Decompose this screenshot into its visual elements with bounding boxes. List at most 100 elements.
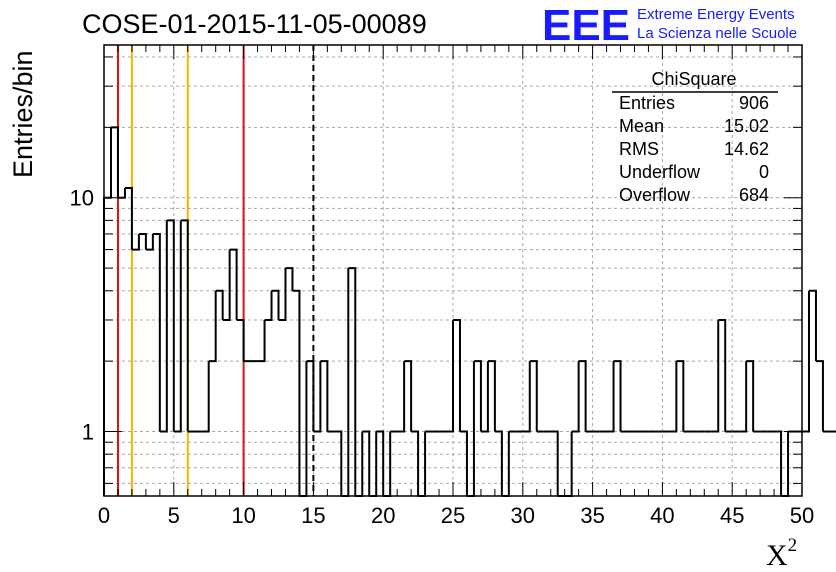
- histogram-bin: [180, 219, 189, 432]
- histogram-bin: [292, 289, 301, 496]
- histogram-bin: [711, 319, 720, 433]
- x-axis-label-superscript: 2: [788, 535, 798, 556]
- histogram-bin: [453, 318, 461, 432]
- histogram-bin: [117, 188, 126, 199]
- histogram-bin: [138, 232, 147, 250]
- histogram-bin: [320, 360, 329, 432]
- histogram-bin: [278, 268, 287, 321]
- y-tick-label: 1: [82, 420, 94, 445]
- histogram-bin: [131, 233, 140, 251]
- histogram-bin: [571, 361, 580, 433]
- histogram-bin: [669, 361, 678, 433]
- histogram-bin: [208, 290, 217, 363]
- histogram-bin: [781, 431, 790, 497]
- histogram-bin: [550, 430, 559, 496]
- histogram-bin: [236, 318, 245, 362]
- histogram-bin: [473, 360, 482, 432]
- stats-row-label: Underflow: [619, 162, 701, 182]
- histogram-bin: [348, 267, 357, 496]
- histogram-bin: [459, 430, 468, 496]
- histogram-bin: [362, 430, 371, 496]
- histogram-bin: [466, 361, 475, 497]
- histogram-bin: [334, 430, 343, 496]
- histogram-bin: [676, 360, 685, 432]
- histogram-bin: [411, 430, 420, 496]
- histogram-bin: [480, 361, 489, 433]
- histogram-bin: [299, 361, 308, 497]
- x-tick-label: 25: [441, 503, 465, 528]
- stats-rows: Entries 906 Mean 15.02 RMS 14.62 Underflow 0 Ove…: [619, 93, 769, 205]
- axes-frame: [103, 44, 803, 497]
- stats-row-label: RMS: [619, 139, 659, 159]
- chart-title: COSE-01-2015-11-05-00089: [82, 9, 427, 39]
- x-tick-label: 10: [231, 503, 255, 528]
- histogram-bin: [718, 318, 727, 432]
- histogram-bin: [487, 360, 496, 432]
- x-tick-label: 30: [511, 503, 535, 528]
- y-axis-label: Entries/bin: [8, 50, 38, 178]
- histogram-bin: [103, 127, 112, 496]
- y-tick-label: 10: [70, 186, 94, 211]
- eee-logo: EEE Extreme Energy Events La Scienza nel…: [542, 1, 797, 50]
- histogram-bin: [152, 232, 161, 432]
- stats-row-label: Entries: [619, 93, 675, 113]
- x-tick-label: 35: [580, 503, 604, 528]
- histogram-bin: [494, 430, 503, 496]
- stats-box: ChiSquare Entries 906 Mean 15.02 RMS 14.62 Und…: [612, 69, 778, 205]
- x-tick-label: 50: [790, 503, 814, 528]
- histogram-bin: [418, 431, 427, 497]
- histogram-bin: [159, 220, 168, 433]
- x-axis-label-base: Χ: [766, 539, 788, 572]
- eee-logo-line1: Extreme Energy Events: [637, 6, 795, 23]
- histogram-bin: [802, 290, 810, 433]
- histogram-bin: [578, 360, 587, 432]
- histogram-bin: [739, 361, 748, 433]
- stats-row-value: 14.62: [724, 139, 769, 159]
- histogram-bin: [564, 431, 573, 497]
- x-tick-label: 0: [98, 503, 110, 528]
- histogram-bin: [383, 431, 392, 497]
- histogram-bin: [815, 360, 824, 432]
- histogram-bin: [522, 361, 531, 433]
- histogram-bin: [501, 431, 510, 497]
- histogram-bin: [376, 430, 385, 496]
- histogram-bin: [173, 220, 182, 433]
- stats-row-value: 684: [739, 185, 769, 205]
- histogram-bin: [201, 361, 210, 433]
- histogram-bin: [808, 289, 817, 362]
- histogram-bin: [446, 319, 454, 433]
- stats-row-label: Mean: [619, 116, 664, 136]
- histogram-bin: [264, 290, 273, 321]
- histogram-bin: [313, 361, 322, 433]
- stats-row-value: 0: [759, 162, 769, 182]
- histogram-bin: [271, 289, 280, 320]
- histogram-bin: [369, 431, 378, 497]
- histogram-series: [103, 126, 836, 497]
- eee-logo-mark: EEE: [542, 1, 630, 50]
- x-axis-label: Χ2: [766, 535, 797, 572]
- stats-row-label: Overflow: [619, 185, 691, 205]
- histogram-bin: [166, 219, 175, 432]
- eee-logo-line2: La Scienza nelle Scuole: [637, 25, 797, 42]
- histogram-bin: [285, 267, 294, 291]
- histogram-bin: [355, 431, 364, 497]
- histogram-bin: [529, 360, 538, 432]
- stats-row-value: 906: [739, 93, 769, 113]
- histogram-bin: [257, 319, 266, 363]
- histogram-bin: [774, 430, 783, 496]
- stats-title: ChiSquare: [651, 69, 736, 89]
- histogram-bin: [124, 187, 133, 250]
- histogram-bin: [110, 126, 119, 198]
- stats-row-value: 15.02: [724, 116, 769, 136]
- x-tick-label: 45: [720, 503, 744, 528]
- x-tick-label: 15: [301, 503, 325, 528]
- histogram-bin: [746, 360, 755, 432]
- x-tick-label: 20: [371, 503, 395, 528]
- histogram-bin: [145, 233, 154, 251]
- reference-lines: [116, 45, 315, 496]
- histogram-bin: [222, 249, 231, 321]
- histogram-bin: [306, 360, 315, 432]
- histogram-bin: [613, 360, 622, 432]
- histogram-bin: [341, 268, 350, 497]
